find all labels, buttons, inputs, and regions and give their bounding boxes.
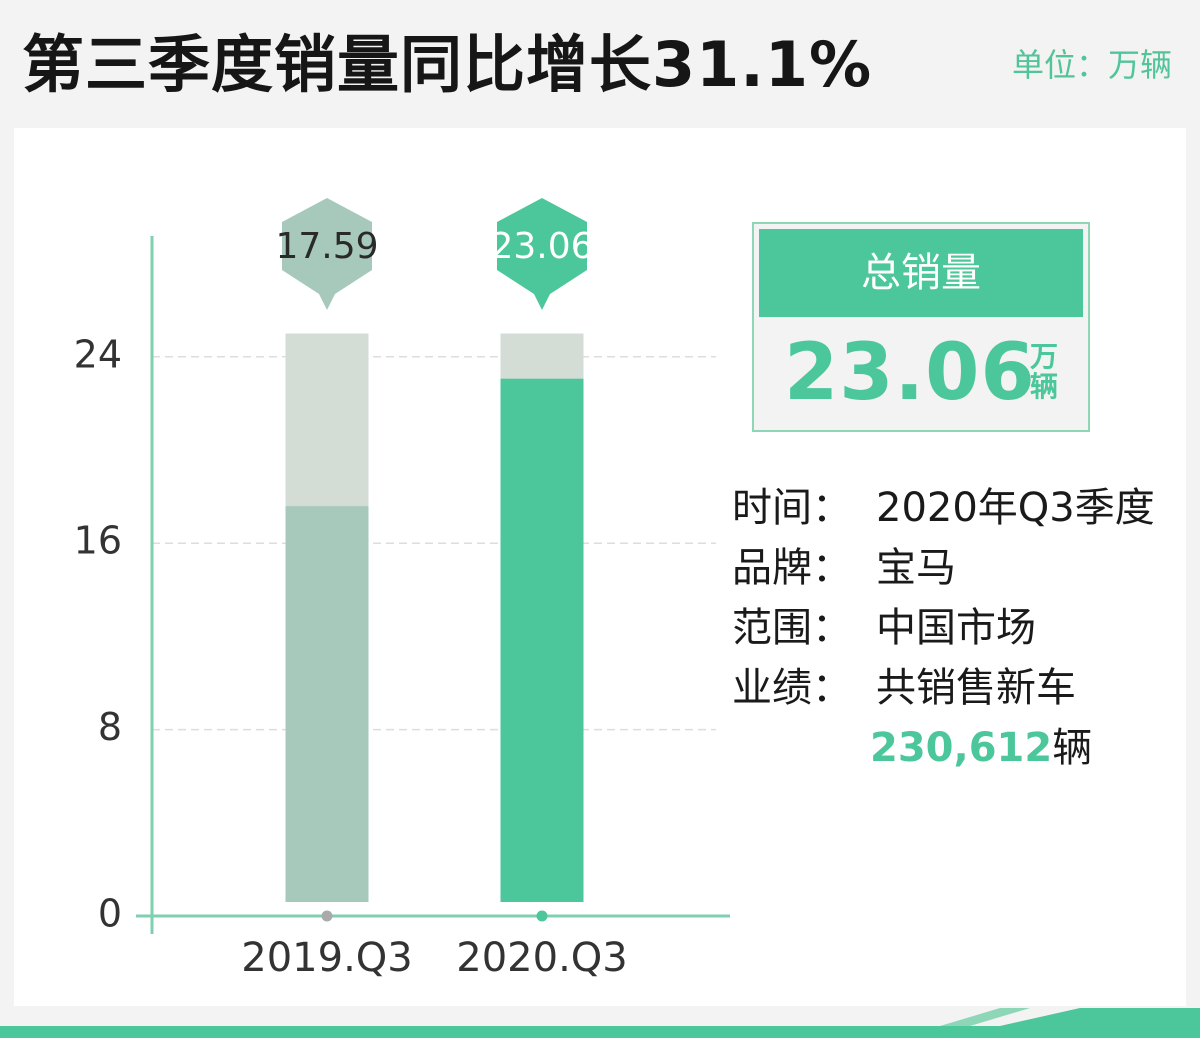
x-tick-label: 2020.Q3 <box>456 935 627 981</box>
data-label: 23.06 <box>490 226 593 267</box>
bottom-stripe-slant <box>1000 1008 1200 1026</box>
total-sales-unit: 万辆 <box>1029 340 1058 403</box>
info-list: 时间： 2020年Q3季度 品牌： 宝马 范围： 中国市场 业绩： 共销售新车 230,… <box>732 478 1155 780</box>
x-tick-dot <box>536 910 548 922</box>
info-row-performance: 业绩： 共销售新车 <box>732 658 1155 718</box>
y-tick-label: 0 <box>98 892 122 936</box>
info-label: 范围： <box>732 605 852 651</box>
unit-label: 单位：万辆 <box>1011 46 1172 84</box>
total-units-unit: 辆 <box>1052 725 1093 771</box>
x-tick-label: 2019.Q3 <box>241 935 412 981</box>
chart-panel: 0 8 16 24 2019.Q3 17.59 2020.Q3 23.06 总销量 23.06… <box>14 128 1186 1006</box>
info-row-time: 时间： 2020年Q3季度 <box>732 478 1155 538</box>
info-label: 时间： <box>732 485 852 531</box>
data-label: 17.59 <box>275 226 378 267</box>
value-callout <box>282 198 372 310</box>
info-label: 业绩： <box>732 665 852 711</box>
info-value: 宝马 <box>876 545 956 591</box>
bottom-stripe-bar <box>0 1026 1200 1038</box>
bar <box>500 378 584 902</box>
total-units-number: 230,612 <box>870 725 1053 771</box>
bottom-stripe-slant-light <box>940 1008 1030 1026</box>
y-tick-label: 24 <box>74 332 122 376</box>
bottom-stripe <box>0 1008 1200 1038</box>
info-total: 230,612辆 <box>732 718 1155 780</box>
value-callout <box>497 198 587 310</box>
total-sales-heading: 总销量 <box>759 229 1083 317</box>
info-value: 2020年Q3季度 <box>876 485 1155 531</box>
bar <box>285 506 369 902</box>
x-tick-dot <box>321 910 333 922</box>
y-tick-label: 16 <box>74 519 122 563</box>
total-sales-value: 23.06 <box>784 328 1036 418</box>
total-sales-card: 总销量 23.06 万辆 <box>752 222 1090 432</box>
info-value: 中国市场 <box>876 605 1036 651</box>
bar-chart: 0 8 16 24 2019.Q3 17.59 2020.Q3 23.06 <box>74 198 730 981</box>
y-tick-label: 8 <box>98 705 122 749</box>
info-value: 共销售新车 <box>876 665 1076 711</box>
chart-title: 第三季度销量同比增长31.1% <box>22 28 873 101</box>
info-label: 品牌： <box>732 545 852 591</box>
info-row-brand: 品牌： 宝马 <box>732 538 1155 598</box>
info-row-market: 范围： 中国市场 <box>732 598 1155 658</box>
